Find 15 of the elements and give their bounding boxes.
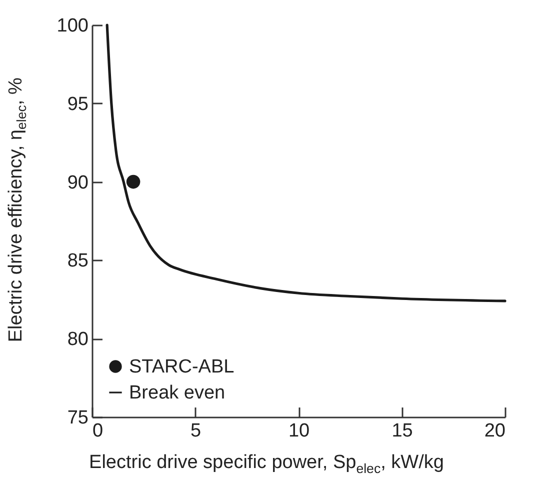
x-tick-label: 10 xyxy=(288,420,310,442)
legend-label: Break even xyxy=(129,382,226,404)
y-tick-label: 95 xyxy=(67,94,88,115)
legend-label: STARC-ABL xyxy=(129,356,234,378)
y-tick-label: 80 xyxy=(67,329,88,350)
y-tick-label: 75 xyxy=(67,408,88,428)
x-tick-label: 5 xyxy=(190,420,202,442)
x-tick-label: 0 xyxy=(92,420,104,442)
y-tick-label: 90 xyxy=(67,172,88,194)
y-tick-label: 100 xyxy=(56,16,88,36)
line-series xyxy=(106,24,506,302)
x-axis-title: Electric drive specific power, Sp$_{elec}$, kW/kg xyxy=(88,452,445,476)
x-tick-label: 15 xyxy=(392,420,413,442)
x-tick-label: 20 xyxy=(484,420,506,442)
y-tick-label: 85 xyxy=(67,250,88,272)
